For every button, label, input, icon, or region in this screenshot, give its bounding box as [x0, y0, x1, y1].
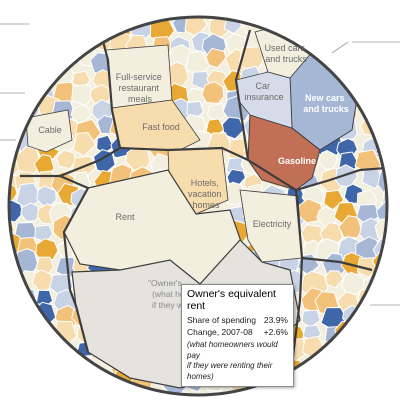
label-used-cars: Used cars and trucks: [264, 43, 307, 64]
tooltip-title: Owner's equivalent rent: [187, 288, 288, 312]
leader-line-top-right-tick: [332, 42, 348, 53]
mosaic-cell[interactable]: [230, 3, 248, 21]
label-oer-line-3: if they w: [152, 300, 184, 310]
label-car-insurance-line-2: insurance: [244, 92, 283, 102]
label-hotels: Hotels, vacation homes: [188, 178, 224, 210]
label-oer-line-1: "Owner's: [148, 278, 182, 288]
mosaic-cell[interactable]: [378, 168, 400, 192]
mosaic-cell[interactable]: [202, 82, 224, 104]
tooltip-note-line-2: if they were renting their: [187, 361, 288, 372]
label-fast-food: Fast food: [142, 122, 180, 132]
label-new-cars-line-1: New cars: [305, 93, 345, 103]
label-restaurants-line-2: restaurant: [118, 83, 159, 93]
label-new-cars-line-2: and trucks: [303, 104, 349, 114]
label-rent: Rent: [115, 212, 135, 222]
tooltip-note-line-1: (what homeowners would pay: [187, 340, 288, 361]
label-hotels-line-1: Hotels,: [191, 178, 219, 188]
label-car-insurance-line-1: Car: [255, 81, 270, 91]
label-hotels-line-3: homes: [192, 200, 220, 210]
tooltip-change-value: +2.6%: [264, 326, 288, 338]
label-hotels-line-2: vacation: [188, 189, 222, 199]
label-used-cars-line-2: and trucks: [265, 54, 307, 64]
label-used-cars-line-1: Used cars: [264, 43, 305, 53]
tooltip-note-line-3: homes): [187, 372, 288, 383]
label-new-cars: New cars and trucks: [303, 93, 349, 114]
tooltip-share-value: 23.9%: [264, 314, 288, 326]
label-restaurants-line-1: Full-service: [116, 72, 162, 82]
tooltip-owners-equivalent-rent: Owner's equivalent rent Share of spendin…: [181, 284, 294, 387]
tooltip-change-row: Change, 2007-08 +2.6%: [187, 326, 288, 338]
tooltip-share-row: Share of spending 23.9%: [187, 314, 288, 326]
tooltip-share-label: Share of spending: [187, 314, 256, 326]
label-gasoline: Gasoline: [278, 156, 316, 166]
label-electricity: Electricity: [253, 219, 292, 229]
label-restaurants-line-3: meals: [128, 94, 153, 104]
label-cable: Cable: [38, 125, 62, 135]
tooltip-note: (what homeowners would pay if they were …: [187, 340, 288, 382]
tooltip-change-label: Change, 2007-08: [187, 326, 253, 338]
